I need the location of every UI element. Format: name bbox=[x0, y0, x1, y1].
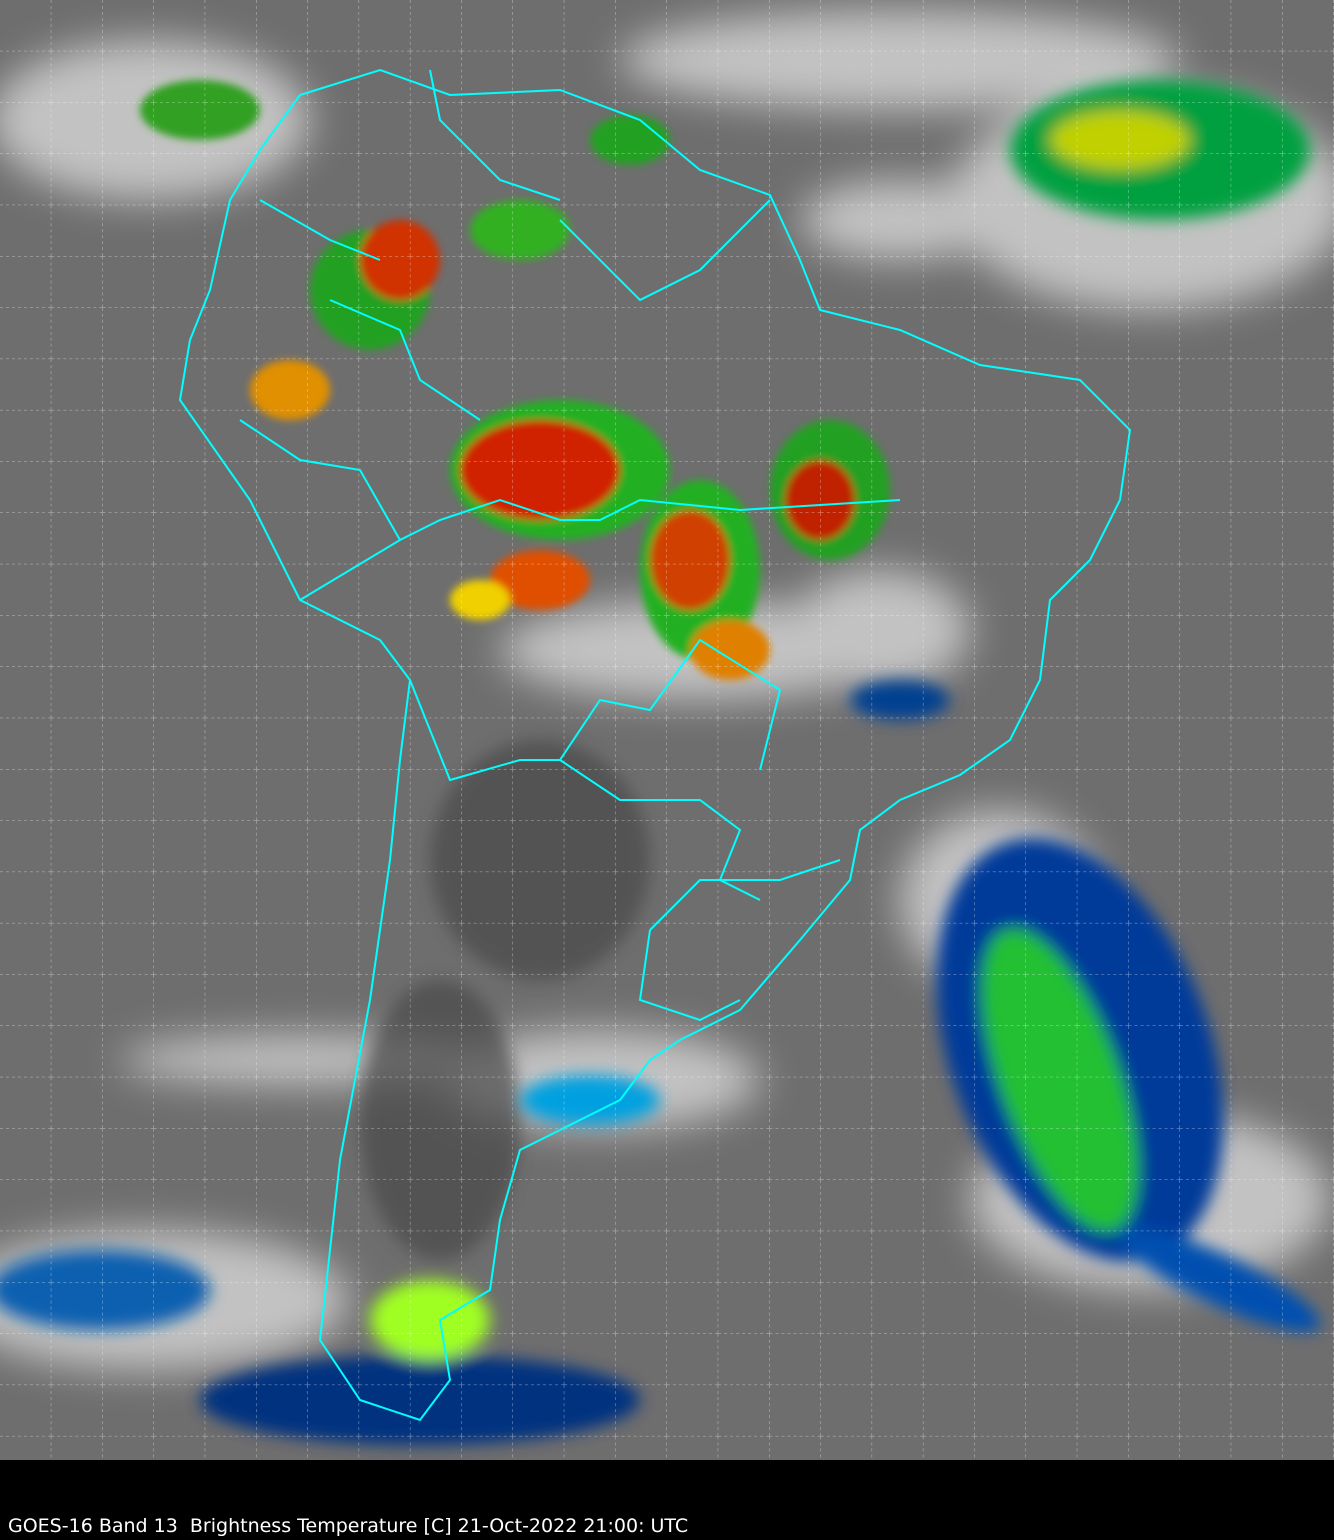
figure-caption: GOES-16 Band 13 Brightness Temperature [… bbox=[8, 1515, 689, 1537]
satellite-image bbox=[0, 0, 1334, 1460]
country-borders bbox=[239, 69, 901, 1022]
lat-lon-grid bbox=[0, 0, 1334, 1460]
south-america-coastline bbox=[178, 68, 1132, 1422]
political-boundaries bbox=[178, 68, 1132, 1422]
